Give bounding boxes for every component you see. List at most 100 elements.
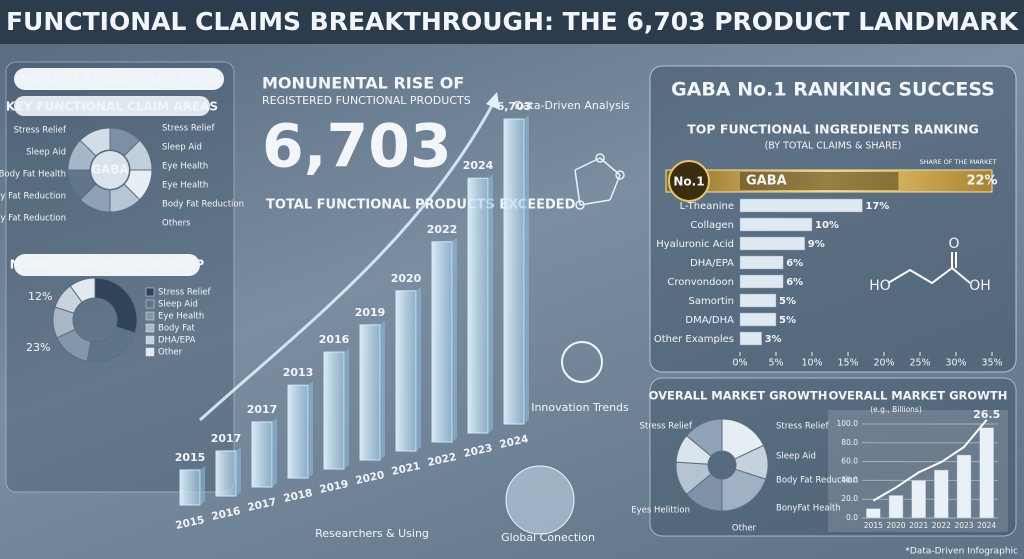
pie-label: Sleep Aid	[776, 452, 816, 462]
legend-label: Body Fat	[158, 324, 195, 334]
bar	[934, 469, 949, 519]
bar-side	[452, 237, 457, 442]
claim-label: Eye Health	[162, 162, 208, 172]
bar-label: 2024	[463, 159, 494, 172]
legend-swatch	[145, 347, 155, 357]
bar	[739, 274, 784, 289]
title-bar	[0, 0, 1024, 44]
gaba-molecule	[887, 252, 971, 285]
bar	[251, 421, 273, 488]
bar-side	[272, 417, 277, 487]
bar	[179, 469, 201, 506]
share-label: SHARE OF THE MARKET	[919, 158, 996, 166]
bar-side	[344, 348, 349, 469]
x-tick-label: 2017	[246, 496, 277, 514]
y-tick-label: 20.0	[841, 494, 858, 503]
claim-center-label: GABA	[91, 163, 129, 177]
y-tick-label: 60.0	[841, 457, 858, 466]
bar	[888, 495, 904, 519]
center-caption: TOTAL FUNCTIONAL PRODUCTS EXCEEDED	[266, 198, 576, 213]
claim-center	[91, 151, 129, 189]
x-tick-label: 2019	[318, 478, 349, 496]
network-icon	[574, 153, 625, 210]
ranking-panel	[649, 65, 1017, 373]
claim-label: Sleep Aid	[26, 148, 66, 158]
claim-label: Body Fat Reduction	[0, 192, 66, 202]
y-tick-label: 0.0	[846, 513, 858, 522]
value-label: 5%	[779, 315, 796, 326]
bar-label: 2015	[175, 451, 206, 464]
x-tick-label: 2023	[462, 442, 493, 460]
legend-swatch	[145, 287, 155, 297]
bar-side	[380, 320, 385, 460]
bar	[739, 236, 806, 251]
bar	[359, 324, 381, 461]
bar-side	[524, 115, 529, 425]
bar-label: 2022	[427, 223, 458, 236]
footer: *Data-Driven Infographic	[905, 547, 1018, 557]
note: Global Conection	[501, 531, 595, 544]
legend-label: Other	[158, 348, 183, 358]
left-panel	[5, 61, 235, 493]
bar	[287, 384, 309, 479]
x-tick-label: 5%	[768, 358, 783, 369]
badge	[668, 160, 710, 202]
y-tick-label: 40.0	[841, 475, 858, 484]
note: Researchers & Using	[315, 527, 429, 540]
value-label: 6%	[786, 277, 803, 288]
category-label: Cronvondoon	[667, 277, 734, 288]
bar	[979, 427, 994, 519]
x-tick-label: 2020	[354, 469, 385, 487]
x-tick-label: 2021	[909, 521, 928, 530]
claim-label: Stress Relief	[13, 126, 67, 136]
ranking-subtitle: (BY TOTAL CLAIMS & SHARE)	[765, 141, 902, 152]
category-label: L-Theanine	[680, 201, 734, 212]
bar-side	[308, 381, 313, 478]
note: Innovation Trends	[531, 401, 629, 414]
claim-label: Stress Relief	[162, 124, 216, 134]
bar-side	[488, 174, 493, 433]
bar	[467, 177, 489, 434]
category-label: DHA/EPA	[690, 258, 734, 269]
molecule-atom: O	[948, 236, 959, 252]
center-subheading: REGISTERED FUNCTIONAL PRODUCTS	[262, 94, 471, 107]
bar	[739, 255, 784, 270]
value-label: 10%	[815, 220, 839, 231]
section-subtitle: KEY FUNCTIONAL CLAIM AREAS	[6, 100, 218, 114]
bar-label: 2017	[247, 403, 278, 416]
x-tick-label: 2021	[390, 460, 421, 478]
bar	[739, 217, 813, 232]
bar	[395, 290, 417, 452]
x-tick-label: 2018	[282, 487, 313, 505]
pie-label: Other	[732, 524, 757, 534]
panel-title: GABA No.1 RANKING SUCCESS	[671, 79, 995, 101]
x-tick-label: 35%	[981, 358, 1002, 369]
pie-label: Stress Relief	[776, 422, 830, 432]
bar-label: 6,703	[497, 100, 532, 113]
pie-label: BonyFat Health	[776, 504, 841, 514]
x-tick-label: 2024	[977, 521, 996, 530]
center-heading: MONUNENTAL RISE OF	[262, 74, 464, 93]
section-title: MARKET LEADERSHIP DATA	[19, 73, 218, 88]
category-label: GABA	[746, 174, 787, 189]
x-tick-label: 0%	[732, 358, 747, 369]
x-tick-label: 2024	[498, 433, 529, 451]
molecule-atom: HO	[869, 278, 891, 294]
bar-label: 2020	[391, 272, 422, 285]
x-tick-label: 2022	[426, 451, 457, 469]
claim-label: Others	[162, 219, 191, 229]
claim-label: Body Fat Reduction	[0, 214, 66, 224]
legend-label: Eye Health	[158, 312, 204, 322]
bar-label: 2016	[319, 333, 350, 346]
bar-side	[200, 465, 205, 505]
innovation-icon	[561, 341, 603, 383]
pie-label: Stress Relief	[639, 422, 693, 432]
bar-label: 2019	[355, 306, 386, 319]
x-tick-label: 15%	[837, 358, 858, 369]
share-annotation: 23%	[26, 341, 50, 354]
legend-label: Sleep Aid	[158, 300, 198, 310]
y-tick-label: 100.0	[837, 419, 859, 428]
badge-label: No.1	[673, 175, 704, 189]
